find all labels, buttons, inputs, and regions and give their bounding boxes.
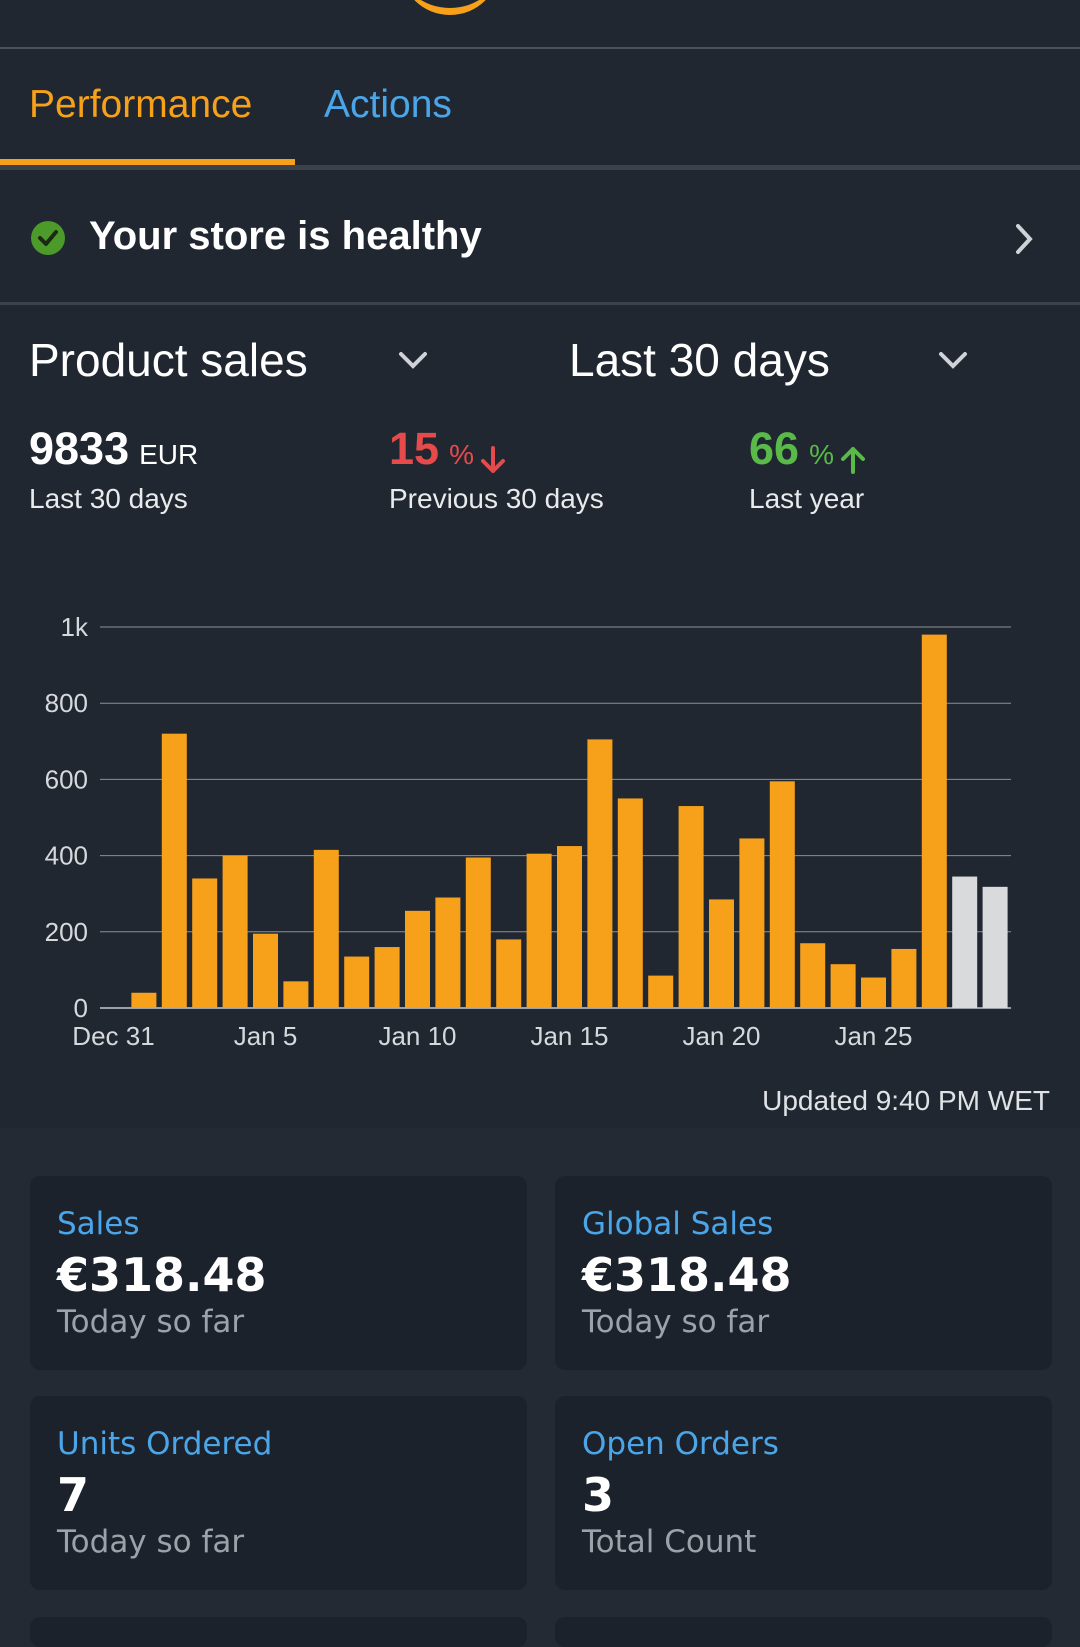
card-partial[interactable]: [555, 1617, 1052, 1647]
arrow-up-icon: [840, 446, 865, 474]
chart-bar[interactable]: [131, 992, 157, 1008]
y-tick-label: 200: [45, 917, 88, 947]
x-tick-label: Dec 31: [72, 1021, 154, 1051]
chart-bar[interactable]: [161, 733, 187, 1008]
stat-last-year-unit: %: [809, 439, 834, 470]
card-value: 3: [582, 1468, 615, 1522]
card-global-sales[interactable]: Global Sales €318.48 Today so far: [555, 1176, 1052, 1370]
card-subtitle: Total Count: [582, 1524, 757, 1560]
chart-bar[interactable]: [557, 846, 582, 1008]
x-tick-label: Jan 20: [682, 1021, 760, 1051]
y-tick-label: 1k: [61, 612, 89, 642]
chart-bar[interactable]: [344, 956, 370, 1008]
y-tick-label: 800: [45, 688, 88, 718]
card-subtitle: Today so far: [57, 1524, 245, 1560]
chart-bar[interactable]: [769, 781, 795, 1008]
updated-timestamp: Updated 9:40 PM WET: [762, 1085, 1050, 1116]
card-title: Units Ordered: [57, 1426, 273, 1462]
card-value: 7: [57, 1468, 90, 1522]
stat-last-year-label: Last year: [749, 483, 865, 514]
app-header: [0, 0, 1080, 49]
chevron-down-icon[interactable]: [936, 348, 970, 372]
stat-total-label: Last 30 days: [29, 483, 188, 514]
card-title: Sales: [57, 1206, 140, 1242]
card-sales[interactable]: Sales €318.48 Today so far: [30, 1176, 527, 1370]
active-tab-indicator: [0, 159, 295, 165]
card-title: Global Sales: [582, 1206, 774, 1242]
chart-bar[interactable]: [496, 939, 522, 1008]
store-health-row[interactable]: Your store is healthy: [0, 170, 1080, 305]
chart-bar[interactable]: [617, 798, 643, 1008]
card-value: €318.48: [582, 1248, 792, 1302]
tab-bar: Performance Actions: [0, 49, 1080, 170]
chart-bar[interactable]: [283, 981, 309, 1008]
chart-bar[interactable]: [891, 948, 917, 1008]
amazon-smile-logo-icon: [400, 0, 500, 15]
stat-previous-unit: %: [449, 439, 474, 470]
chart-bar[interactable]: [374, 947, 400, 1008]
stat-previous-value: 15: [389, 423, 440, 474]
sales-panel: Product sales Last 30 days 9833 EUR Last …: [0, 305, 1080, 1128]
chart-bar[interactable]: [435, 897, 461, 1008]
card-units-ordered[interactable]: Units Ordered 7 Today so far: [30, 1396, 527, 1590]
x-tick-label: Jan 10: [378, 1021, 456, 1051]
chart-bar[interactable]: [253, 933, 278, 1008]
chart-bar[interactable]: [739, 838, 765, 1008]
chart-bar[interactable]: [192, 878, 218, 1008]
tab-performance[interactable]: Performance: [29, 83, 253, 126]
chart-bar[interactable]: [313, 849, 339, 1008]
card-title: Open Orders: [582, 1426, 779, 1462]
card-partial[interactable]: [30, 1617, 527, 1647]
chart-bar[interactable]: [678, 806, 704, 1008]
card-open-orders[interactable]: Open Orders 3 Total Count: [555, 1396, 1052, 1590]
x-tick-label: Jan 15: [530, 1021, 608, 1051]
card-subtitle: Today so far: [57, 1304, 245, 1340]
card-subtitle: Today so far: [582, 1304, 770, 1340]
tab-actions[interactable]: Actions: [324, 83, 452, 126]
y-tick-label: 0: [74, 993, 88, 1023]
chevron-down-icon[interactable]: [396, 348, 430, 372]
chevron-right-icon: [1016, 224, 1033, 254]
sales-bar-chart: 0 200 400 600 800 1k Dec 31 Jan 5 Jan 10 Jan 15 Ja…: [45, 612, 1011, 1051]
y-tick-label: 600: [45, 764, 88, 794]
check-circle-icon: [31, 221, 65, 255]
chart-bar[interactable]: [405, 910, 430, 1008]
metric-selector[interactable]: Product sales: [29, 334, 308, 386]
chart-bar[interactable]: [648, 975, 674, 1008]
stat-last-year: 66% Last year: [749, 423, 868, 515]
chart-bar[interactable]: [709, 899, 734, 1008]
chart-bar[interactable]: [861, 977, 886, 1008]
chart-bar[interactable]: [800, 943, 826, 1008]
stat-total-unit: EUR: [139, 439, 199, 470]
chart-bar[interactable]: [222, 855, 248, 1008]
arrow-down-icon: [480, 445, 505, 473]
stat-previous: 15% Previous 30 days: [389, 423, 604, 515]
date-range-selector[interactable]: Last 30 days: [569, 334, 830, 386]
chart-bar[interactable]: [921, 634, 947, 1008]
chart-bar[interactable]: [952, 876, 978, 1008]
stat-previous-label: Previous 30 days: [389, 483, 604, 514]
x-tick-label: Jan 25: [834, 1021, 912, 1051]
stat-total-value: 9833: [29, 423, 130, 474]
chart-bar[interactable]: [830, 964, 856, 1008]
stat-total: 9833 EUR Last 30 days: [29, 423, 198, 515]
chart-bar[interactable]: [587, 739, 613, 1008]
chart-bar[interactable]: [982, 886, 1008, 1008]
stat-last-year-value: 66: [749, 423, 800, 474]
chart-bar[interactable]: [526, 853, 552, 1008]
x-tick-label: Jan 5: [234, 1021, 298, 1051]
store-health-text: Your store is healthy: [89, 214, 482, 258]
chart-bar[interactable]: [465, 857, 491, 1008]
y-tick-label: 400: [45, 841, 88, 871]
card-value: €318.48: [57, 1248, 267, 1302]
